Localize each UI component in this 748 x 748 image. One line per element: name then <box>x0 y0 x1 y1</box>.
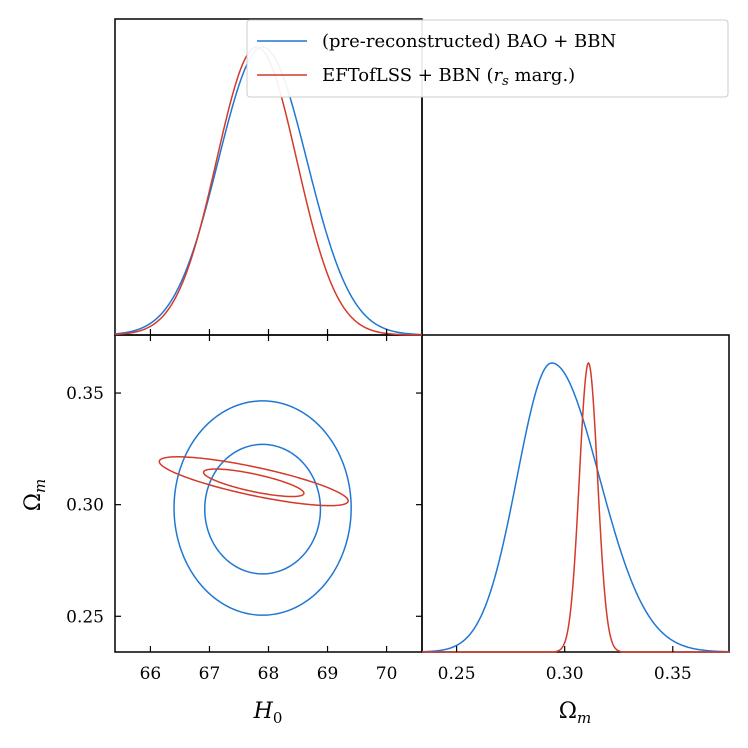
y-axis-title-om: Ωm <box>21 479 49 511</box>
h0-tick-label-2: 68 <box>258 664 280 684</box>
x-axis-title-h0: H0 <box>253 699 283 727</box>
contour-1-0 <box>158 456 349 507</box>
om-marginal-curve-1 <box>422 361 729 653</box>
legend-label-eft: EFTofLSS + BBN (rs marg.) <box>322 65 575 89</box>
contour-0-1 <box>203 443 322 575</box>
panel-frame-2d <box>114 334 423 653</box>
om-x-tick-label-2: 0.35 <box>654 664 692 684</box>
om-x-tick-label-0: 0.25 <box>438 664 476 684</box>
chart-ticks: 66 67 68 69 70 0.25 0.25 0.30 0.30 0.35 0.35 <box>66 329 692 684</box>
h0-tick-label-3: 69 <box>317 664 339 684</box>
om-y-tick-label-0: 0.25 <box>66 607 104 627</box>
om-x-tick-label-1: 0.30 <box>546 664 584 684</box>
panel-frame-om-marginal <box>421 334 730 653</box>
x-axis-title-om: Ωm <box>559 699 591 727</box>
legend-box <box>246 19 729 98</box>
h0-tick-label-0: 66 <box>140 664 162 684</box>
contour-1-1 <box>202 468 305 498</box>
legend: (pre-reconstructed) BAO + BBN EFTofLSS +… <box>246 19 729 98</box>
h0-tick-label-4: 70 <box>376 664 398 684</box>
legend-label-bao: (pre-reconstructed) BAO + BBN <box>322 31 616 52</box>
contour-0-0 <box>173 400 352 616</box>
h0-tick-label-1: 67 <box>199 664 221 684</box>
om-y-tick-label-1: 0.30 <box>66 496 104 516</box>
chart-curves <box>114 46 730 653</box>
om-y-tick-label-2: 0.35 <box>66 384 104 404</box>
om-marginal-curve-0 <box>421 362 730 653</box>
